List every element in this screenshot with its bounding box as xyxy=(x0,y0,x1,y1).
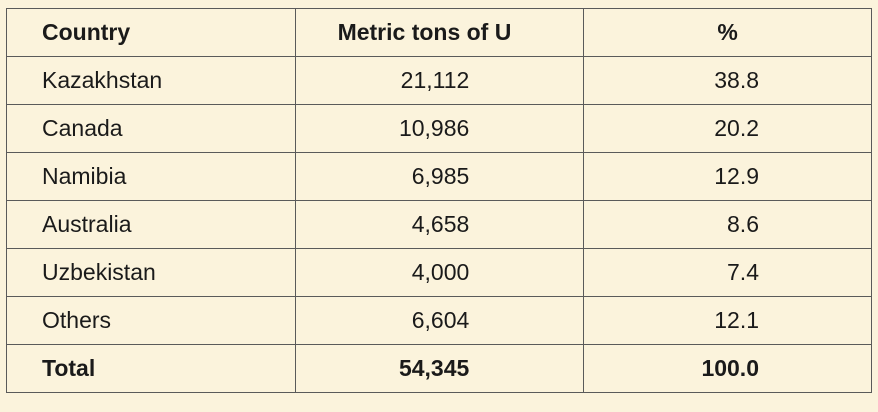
data-cell: 6,985 xyxy=(294,152,585,201)
total-row: Total 54,345 100.0 xyxy=(6,344,872,393)
data-cell: Namibia xyxy=(6,152,296,201)
data-cell: 8.6 xyxy=(583,200,872,249)
data-row: Others 6,604 12.1 xyxy=(6,296,872,345)
header-cell: % xyxy=(583,8,872,57)
data-row: Canada 10,986 20.2 xyxy=(6,104,872,153)
data-cell: 4,658 xyxy=(294,200,585,249)
total-cell: Total xyxy=(6,344,296,393)
data-row: Namibia 6,985 12.9 xyxy=(6,152,872,201)
data-row: Australia 4,658 8.6 xyxy=(6,200,872,249)
data-cell: 7.4 xyxy=(583,248,872,297)
table-header: Country Metric tons of U% xyxy=(6,8,872,57)
data-cell: 12.9 xyxy=(583,152,872,201)
data-cell: Kazakhstan xyxy=(6,56,296,105)
header-cell: Country xyxy=(6,8,296,57)
data-row: Uzbekistan 4,000 7.4 xyxy=(6,248,872,297)
data-cell: 38.8 xyxy=(583,56,872,105)
data-cell: Uzbekistan xyxy=(6,248,296,297)
header-row: Country Metric tons of U% xyxy=(6,8,872,57)
data-cell: 21,112 xyxy=(294,56,585,105)
data-cell: 10,986 xyxy=(294,104,585,153)
data-cell: Canada xyxy=(6,104,296,153)
data-cell: 12.1 xyxy=(583,296,872,345)
table-body: Kazakhstan 21,112 38.8 Canada 10,986 20.2 Nami… xyxy=(6,56,872,393)
data-cell: 6,604 xyxy=(294,296,585,345)
data-cell: Others xyxy=(6,296,296,345)
header-cell: Metric tons of U xyxy=(294,8,585,57)
data-cell: Australia xyxy=(6,200,296,249)
production-table: Country Metric tons of U% Kazakhstan 21,11… xyxy=(6,8,872,393)
total-cell: 54,345 xyxy=(294,344,585,393)
total-cell: 100.0 xyxy=(583,344,872,393)
data-cell: 20.2 xyxy=(583,104,872,153)
data-row: Kazakhstan 21,112 38.8 xyxy=(6,56,872,105)
data-cell: 4,000 xyxy=(294,248,585,297)
